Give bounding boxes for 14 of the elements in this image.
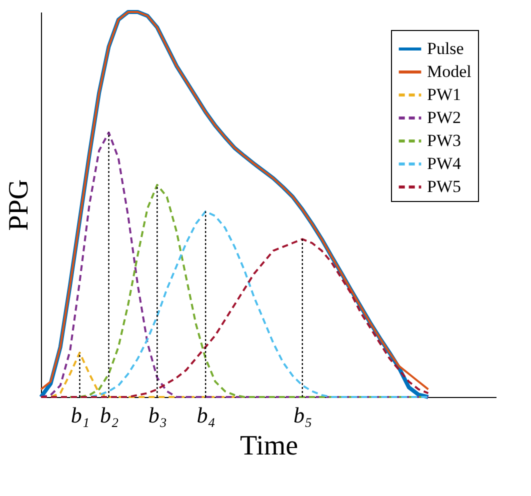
x-axis-title: Time xyxy=(240,430,298,462)
legend-label: Model xyxy=(427,62,472,81)
legend-label: PW3 xyxy=(427,131,461,150)
legend-label: PW1 xyxy=(427,85,461,104)
x-tick-label: b₁ xyxy=(70,402,90,428)
legend-label: PW4 xyxy=(427,154,462,173)
x-tick-label: b₄ xyxy=(196,402,216,428)
x-tick-label: b₃ xyxy=(148,402,167,428)
x-tick-label: b₂ xyxy=(100,402,119,428)
x-tick-label: b₅ xyxy=(294,402,312,428)
legend-label: PW5 xyxy=(427,177,461,196)
legend-label: Pulse xyxy=(427,39,464,58)
y-axis-title: PPG xyxy=(4,179,34,231)
legend-label: PW2 xyxy=(427,108,461,127)
